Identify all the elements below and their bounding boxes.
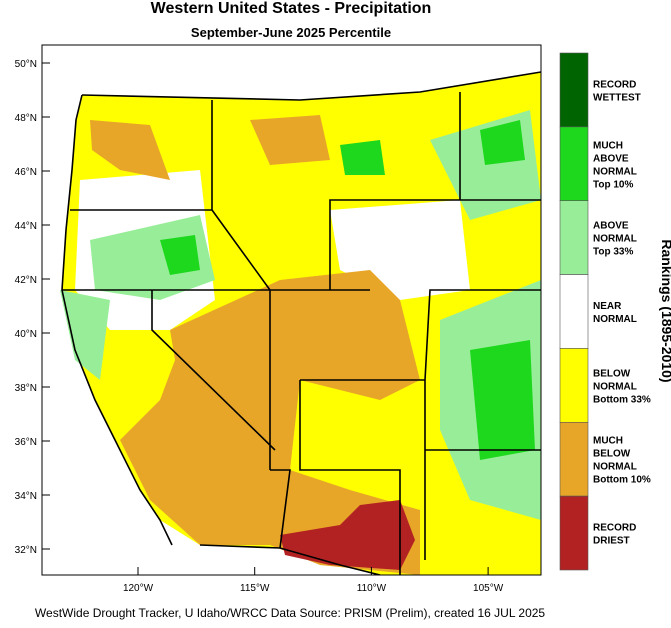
lat-label: 46°N xyxy=(15,167,37,178)
legend-title: Rankings (1895-2010) xyxy=(659,239,671,382)
title: Western United States - Precipitation xyxy=(151,0,432,17)
lat-label: 38°N xyxy=(15,383,37,394)
lat-label: 42°N xyxy=(15,275,37,286)
legend-label: NORMAL xyxy=(593,314,637,325)
subtitle: September-June 2025 Percentile xyxy=(191,25,391,40)
lat-label: 32°N xyxy=(15,545,37,556)
legend-label: Bottom 10% xyxy=(593,475,651,486)
legend-swatch xyxy=(559,274,589,349)
legend-label: DRIEST xyxy=(593,536,630,547)
legend-label: Top 10% xyxy=(593,179,633,190)
much-above xyxy=(160,120,535,460)
legend-label: ABOVE xyxy=(593,221,629,232)
legend-label: WETTEST xyxy=(593,92,641,103)
lat-label: 50°N xyxy=(15,59,37,70)
map-frame xyxy=(41,44,542,576)
legend-label: ABOVE xyxy=(593,153,629,164)
much-below-north xyxy=(90,115,330,180)
legend-label: NORMAL xyxy=(593,462,637,473)
legend-label: Bottom 33% xyxy=(593,394,651,405)
legend-label: NORMAL xyxy=(593,166,637,177)
legend-swatch xyxy=(559,421,589,497)
legend-swatch xyxy=(559,495,589,571)
lat-label: 48°N xyxy=(15,113,37,124)
lon-label: 110°W xyxy=(357,583,387,594)
legend-swatch xyxy=(559,200,589,275)
legend-label: NORMAL xyxy=(593,234,637,245)
legend-label: RECORD xyxy=(593,523,636,534)
legend-label: BELOW xyxy=(593,449,631,460)
legend-label: BELOW xyxy=(593,368,631,379)
footer: WestWide Drought Tracker, U Idaho/WRCC D… xyxy=(35,606,546,620)
legend-label: RECORD xyxy=(593,79,636,90)
legend-label: NEAR xyxy=(593,301,622,312)
map xyxy=(41,44,542,576)
legend-swatch xyxy=(559,52,589,128)
legend-label: MUCH xyxy=(593,436,623,447)
lat-label: 34°N xyxy=(15,491,37,502)
lon-label: 105°W xyxy=(473,583,504,594)
legend-label: MUCH xyxy=(593,140,623,151)
lat-label: 40°N xyxy=(15,329,37,340)
legend-swatch xyxy=(559,126,589,202)
lat-label: 36°N xyxy=(15,437,37,448)
legend-label: NORMAL xyxy=(593,381,637,392)
lat-label: 44°N xyxy=(15,221,37,232)
legend-label: Top 33% xyxy=(593,247,633,258)
coastline xyxy=(61,94,173,546)
record-driest xyxy=(280,500,415,570)
lon-label: 120°W xyxy=(123,583,154,594)
state-lines xyxy=(62,71,541,575)
legend-swatch xyxy=(559,348,589,423)
lon-label: 115°W xyxy=(240,583,270,594)
